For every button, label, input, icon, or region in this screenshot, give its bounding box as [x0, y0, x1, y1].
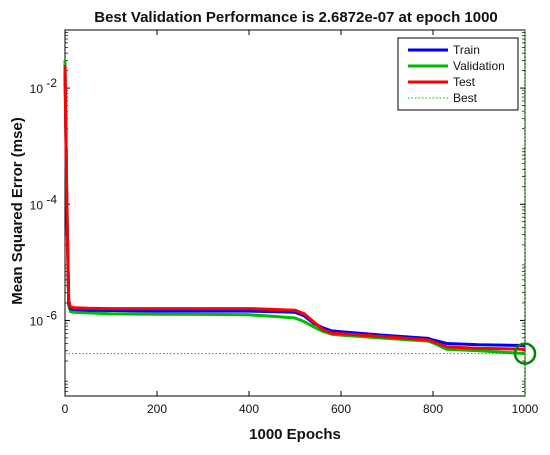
y-tick-label: 10 — [30, 198, 44, 212]
x-axis-label: 1000 Epochs — [249, 426, 341, 443]
x-tick-label: 0 — [62, 402, 69, 416]
y-tick-exponent: -4 — [46, 192, 57, 206]
y-tick-exponent: -6 — [46, 308, 57, 322]
legend: Train Validation Test Best — [397, 37, 519, 111]
x-tick-label: 800 — [423, 402, 443, 416]
y-tick-exponent: -2 — [46, 76, 57, 90]
y-axis-label: Mean Squared Error (mse) — [9, 117, 26, 305]
legend-label-train: Train — [453, 43, 480, 57]
legend-label-test: Test — [453, 75, 476, 89]
x-tick-label: 400 — [239, 402, 259, 416]
chart-title: Best Validation Performance is 2.6872e-0… — [94, 9, 498, 26]
best-point-marker — [513, 342, 537, 365]
legend-label-best: Best — [453, 91, 478, 105]
series-test-line — [63, 64, 526, 351]
legend-label-validation: Validation — [453, 59, 505, 73]
y-tick-label: 10 — [30, 82, 44, 96]
x-tick-label: 200 — [147, 402, 167, 416]
x-tick-label: 1000 — [512, 402, 539, 416]
series-lines — [63, 30, 537, 396]
x-tick-label: 600 — [331, 402, 351, 416]
y-tick-label: 10 — [30, 314, 44, 328]
